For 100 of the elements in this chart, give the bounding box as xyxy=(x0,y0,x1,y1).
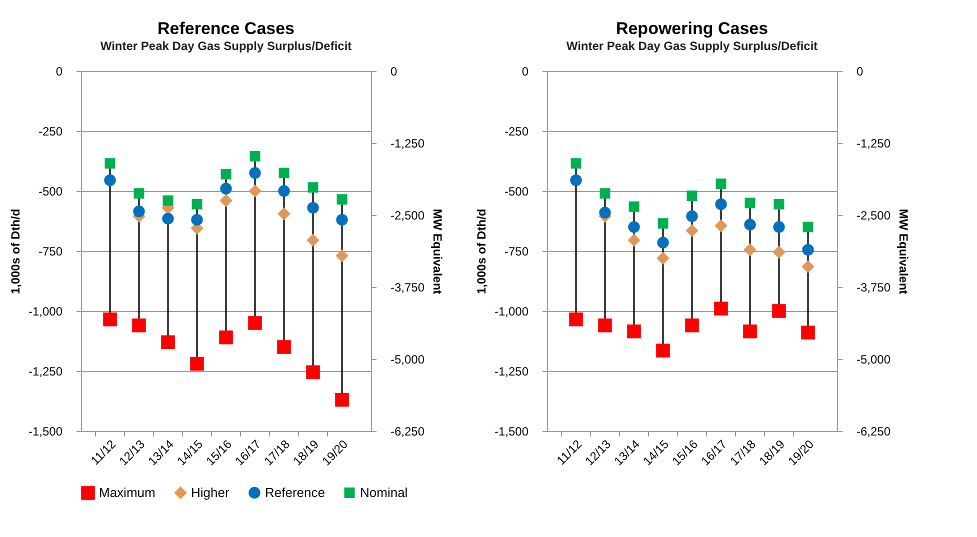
y-axis-title: 1,000s of Dth/d xyxy=(474,208,488,294)
y-tick-label: -1,500 xyxy=(28,424,63,438)
point xyxy=(335,392,349,407)
y2-tick-label: -2,500 xyxy=(856,208,891,222)
y-tick-label: -1,500 xyxy=(494,424,529,438)
y-tick-label: 0 xyxy=(522,64,529,78)
point xyxy=(801,326,815,340)
point xyxy=(134,188,144,199)
point xyxy=(570,158,582,169)
point xyxy=(802,260,814,273)
point xyxy=(248,316,262,330)
chart-subtitle: Winter Peak Day Gas Supply Surplus/Deficit xyxy=(566,39,818,53)
y-tick-label: -1,250 xyxy=(494,364,529,378)
y-tick-label: -750 xyxy=(38,244,63,258)
point xyxy=(743,324,757,338)
chart-subtitle: Winter Peak Day Gas Supply Surplus/Deficit xyxy=(100,39,352,53)
point xyxy=(307,202,319,214)
y-tick-label: -1,000 xyxy=(28,304,63,318)
point xyxy=(598,318,612,332)
y2-tick-label: -3,750 xyxy=(856,280,891,294)
y-tick-label: -250 xyxy=(504,124,529,138)
point xyxy=(686,224,698,237)
chart-title: Reference Cases xyxy=(157,19,295,38)
y2-tick-label: -6,250 xyxy=(856,424,891,438)
y-tick-label: -750 xyxy=(504,244,529,258)
point xyxy=(133,206,145,218)
point xyxy=(161,335,175,350)
point xyxy=(802,244,814,256)
y-tick-label: -500 xyxy=(504,184,529,198)
y-tick-label: -500 xyxy=(38,184,63,198)
y2-tick-label: -3,750 xyxy=(390,280,425,294)
y2-axis-title: MW Equivalent xyxy=(896,208,911,294)
point xyxy=(628,234,640,247)
point xyxy=(744,198,756,208)
point xyxy=(278,168,290,178)
point xyxy=(716,178,726,190)
y2-tick-label: -5,000 xyxy=(390,352,425,366)
point xyxy=(772,304,786,318)
y-tick-label: -1,000 xyxy=(494,304,529,318)
point xyxy=(715,198,727,210)
point xyxy=(686,190,698,202)
y2-tick-label: -6,250 xyxy=(390,424,425,438)
y2-axis-title: MW Equivalent xyxy=(430,208,445,294)
point xyxy=(570,174,582,186)
y2-tick-label: -2,500 xyxy=(390,208,425,222)
point xyxy=(744,243,756,256)
y-tick-label: -250 xyxy=(38,124,63,138)
point xyxy=(277,340,291,354)
point xyxy=(772,246,786,259)
point xyxy=(336,249,348,262)
point xyxy=(132,318,146,332)
point xyxy=(250,150,260,162)
point xyxy=(220,194,232,207)
y-tick-label: 0 xyxy=(56,64,63,78)
point xyxy=(658,218,668,229)
point xyxy=(191,214,203,226)
point xyxy=(569,312,583,326)
point xyxy=(657,236,669,248)
point xyxy=(162,212,174,224)
point xyxy=(714,302,728,316)
point xyxy=(248,184,262,198)
point xyxy=(192,198,202,210)
point xyxy=(686,210,698,222)
point xyxy=(774,198,784,210)
legend-label: Higher xyxy=(191,484,230,500)
point xyxy=(599,206,611,218)
point xyxy=(600,188,610,199)
point xyxy=(103,312,117,326)
point xyxy=(685,318,699,332)
y2-tick-label: -1,250 xyxy=(856,136,891,150)
point xyxy=(773,221,785,233)
point xyxy=(714,219,728,232)
point xyxy=(744,218,756,230)
y-tick-label: -1,250 xyxy=(28,364,63,378)
point xyxy=(220,182,232,194)
chart-title: Repowering Cases xyxy=(616,19,768,38)
legend-label: Maximum xyxy=(99,485,156,500)
point xyxy=(278,207,290,220)
point xyxy=(336,214,348,226)
point xyxy=(306,234,320,247)
point xyxy=(306,365,320,380)
point xyxy=(656,252,670,265)
point xyxy=(628,201,640,212)
point xyxy=(104,174,116,186)
y2-tick-label: 0 xyxy=(856,64,864,78)
legend-label: Reference xyxy=(265,484,325,500)
point xyxy=(628,221,640,233)
y2-tick-label: 0 xyxy=(390,64,398,78)
legend-label: Nominal xyxy=(360,484,408,500)
point xyxy=(627,324,641,338)
y-axis-title: 1,000s of Dth/d xyxy=(8,208,22,294)
point xyxy=(219,330,233,344)
y2-tick-label: -5,000 xyxy=(856,352,891,366)
point xyxy=(802,222,814,232)
point xyxy=(104,158,116,169)
point xyxy=(220,168,232,180)
point xyxy=(656,344,670,358)
y2-tick-label: -1,250 xyxy=(390,136,425,150)
point xyxy=(308,182,318,193)
point xyxy=(162,195,174,206)
